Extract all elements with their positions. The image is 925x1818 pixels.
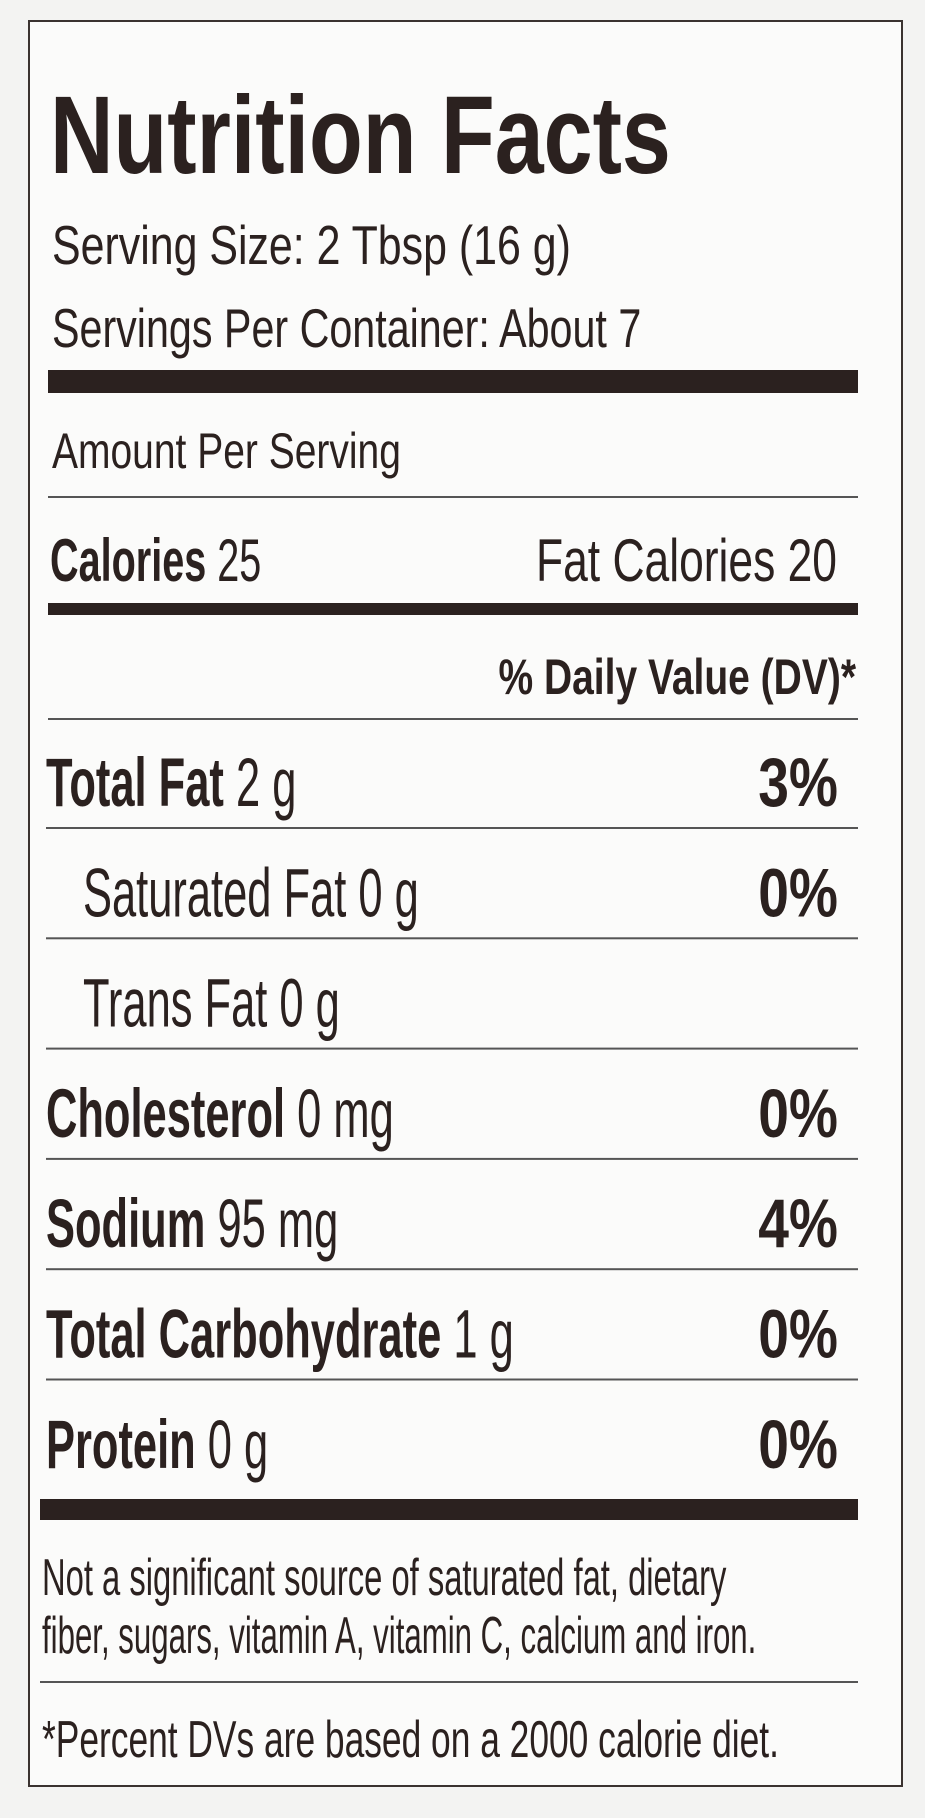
row-rule [46,937,858,940]
medium-rule [48,603,858,615]
nutrient-row: Protein 0 g [46,1407,268,1484]
nutrient-dv: 0% [758,1406,838,1483]
thin-rule [48,718,858,720]
nutrient-amount: 2 g [224,745,296,822]
nutrient-amount: 0 mg [285,1076,394,1153]
dv-text: 0% [758,1075,838,1152]
nutrient-row: Sodium 95 mg [46,1186,338,1263]
row-rule [46,1047,858,1050]
footnote: fiber, sugars, vitamin A, vitamin C, cal… [42,1607,756,1665]
title-text: Nutrition Facts [50,75,671,198]
nutrient-name: Trans Fat [83,966,267,1043]
dv-text: 0% [758,854,838,931]
calories-row: Calories 25 [50,527,261,594]
nutrient-name: Sodium [46,1186,205,1263]
nutrient-amount: 95 mg [205,1186,338,1263]
daily-value-header: % Daily Value (DV)* [498,648,856,705]
servings-text: Servings Per Container: About 7 [52,298,641,359]
amount-per-serving: Amount Per Serving [52,422,401,479]
row-rule [46,1268,858,1271]
dv-text: 3% [758,744,838,821]
serving-size-text: Serving Size: 2 Tbsp (16 g) [52,215,571,276]
dv-text: 0% [758,1406,838,1483]
nutrient-name: Total Fat [46,745,224,822]
nutrient-amount: 0 g [196,1407,268,1484]
fat-calories: Fat Calories 20 [536,528,837,595]
dv-text: 0% [758,1296,838,1373]
footnote-text: Not a significant source of saturated fa… [42,1550,727,1607]
nutrient-amount: 0 g [346,855,418,932]
footnote-text: fiber, sugars, vitamin A, vitamin C, cal… [42,1607,756,1665]
nutrient-amount: 1 g [441,1296,513,1373]
nutrient-dv: 3% [758,744,838,821]
nutrient-row: Trans Fat 0 g [83,966,340,1043]
nutrient-amount: 0 g [267,966,339,1043]
row-rule [46,827,858,829]
nutrient-row: Total Fat 2 g [46,745,296,822]
footnote-text: *Percent DVs are based on a 2000 calorie… [42,1711,779,1768]
nutrient-dv: 0% [758,1296,838,1373]
nutrient-name: Total Carbohydrate [46,1296,441,1373]
row-rule [46,1157,858,1160]
dv-text: 4% [758,1185,838,1262]
daily-value-text: % Daily Value (DV)* [498,648,856,705]
nutrient-row: Cholesterol 0 mg [46,1076,394,1153]
nutrient-dv: 0% [758,854,838,931]
fat-calories-text: Fat Calories 20 [536,528,837,595]
nutrient-row: Total Carbohydrate 1 g [46,1296,514,1373]
nutrient-name: Cholesterol [46,1076,285,1153]
thin-rule [40,1681,858,1683]
thin-rule [48,496,858,498]
servings-per-container: Servings Per Container: About 7 [52,298,641,359]
calories-value: 25 [206,527,261,594]
thick-rule [48,370,858,393]
nutrient-row: Saturated Fat 0 g [83,855,419,932]
nutrient-name: Saturated Fat [83,855,346,932]
nutrient-name: Protein [46,1407,196,1484]
footnote: Not a significant source of saturated fa… [42,1550,727,1607]
nutrient-dv: 0% [758,1075,838,1152]
footnote: *Percent DVs are based on a 2000 calorie… [42,1711,779,1768]
label-border [28,20,903,1787]
nutrient-dv: 4% [758,1185,838,1262]
calories-label: Calories [50,527,206,594]
label-title: Nutrition Facts [50,75,671,198]
amount-text: Amount Per Serving [52,422,401,479]
row-rule [46,1378,858,1381]
serving-size: Serving Size: 2 Tbsp (16 g) [52,215,571,276]
thick-rule [40,1499,858,1520]
